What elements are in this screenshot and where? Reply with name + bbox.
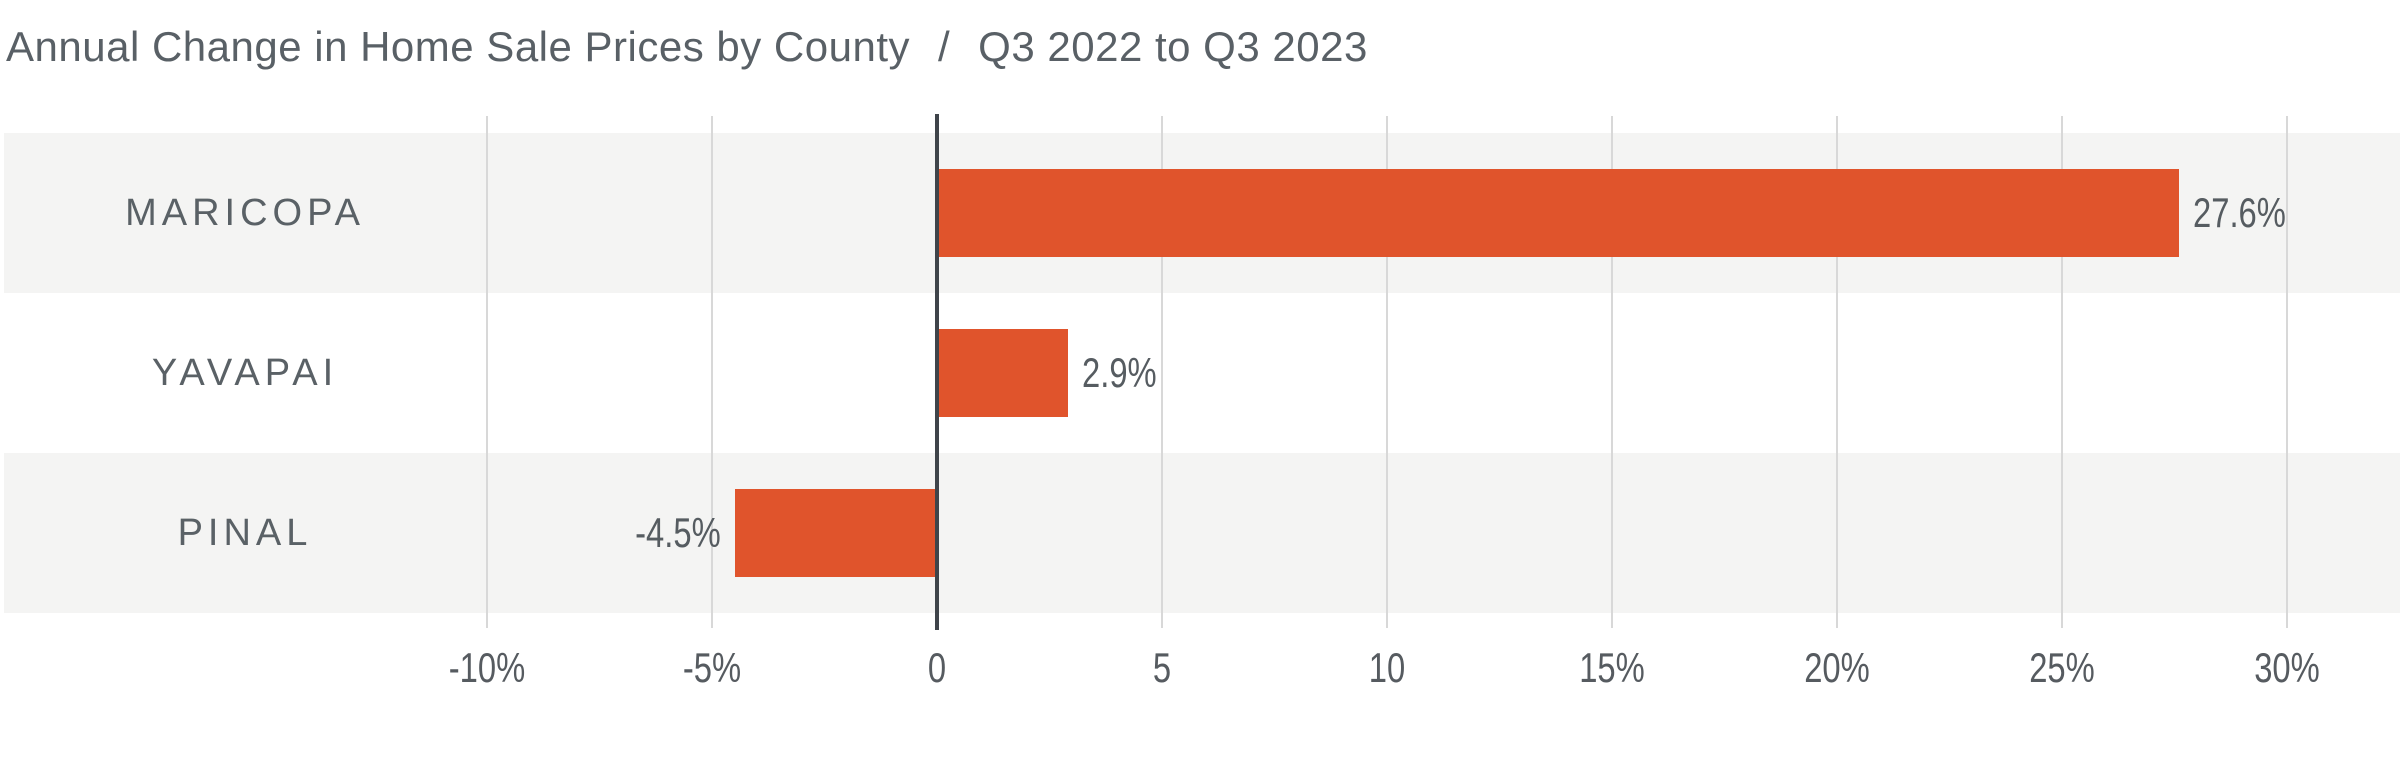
- x-tick-label-text: 25%: [2029, 644, 2095, 691]
- value-label-pinal: -4.5%: [421, 507, 721, 559]
- x-tick-label-30: 30%: [2245, 645, 2329, 691]
- x-tick-label-15: 15%: [1570, 645, 1654, 691]
- gridline-25: [2061, 116, 2063, 628]
- chart-title: Annual Change in Home Sale Prices by Cou…: [6, 24, 1368, 70]
- category-label-yavapai: YAVAPAI: [151, 352, 339, 394]
- gridline-10: [1386, 116, 1388, 628]
- chart-title-separator: /: [938, 23, 951, 70]
- bar-pinal: [734, 489, 937, 577]
- zero-axis-line: [935, 114, 939, 630]
- x-tick-label--10: -10%: [438, 645, 536, 691]
- x-tick-label-text: -5%: [682, 644, 742, 691]
- value-label-text: 2.9%: [1081, 349, 1157, 396]
- row-band-pinal: [4, 453, 2400, 613]
- x-tick-label-text: 30%: [2254, 644, 2320, 691]
- gridline--10: [486, 116, 488, 628]
- x-tick-label-0: 0: [925, 645, 948, 691]
- x-tick-label-text: 5: [1152, 644, 1172, 691]
- x-tick-label-text: 0: [927, 644, 947, 691]
- x-tick-label-25: 25%: [2020, 645, 2104, 691]
- gridline-30: [2286, 116, 2288, 628]
- category-label-maricopa: MARICOPA: [125, 192, 365, 234]
- value-label-yavapai: 2.9%: [1082, 347, 1382, 399]
- bar-yavapai: [937, 329, 1068, 417]
- x-tick-label-text: 15%: [1579, 644, 1645, 691]
- category-label-pinal: PINAL: [177, 512, 313, 554]
- value-label-text: -4.5%: [634, 509, 721, 556]
- x-tick-label-10: 10: [1364, 645, 1411, 691]
- value-label-maricopa: 27.6%: [2193, 187, 2400, 239]
- x-tick-label-5: 5: [1150, 645, 1173, 691]
- value-label-text: 27.6%: [2193, 189, 2286, 236]
- bar-maricopa: [937, 169, 2179, 257]
- x-tick-label--5: -5%: [675, 645, 750, 691]
- x-tick-label-text: 10: [1368, 644, 1406, 691]
- x-tick-label-text: 20%: [1804, 644, 1870, 691]
- chart-title-main: Annual Change in Home Sale Prices by Cou…: [6, 23, 910, 70]
- x-tick-label-20: 20%: [1795, 645, 1879, 691]
- gridline-15: [1611, 116, 1613, 628]
- gridline--5: [711, 116, 713, 628]
- gridline-5: [1161, 116, 1163, 628]
- chart-title-period: Q3 2022 to Q3 2023: [978, 23, 1368, 70]
- x-tick-label-text: -10%: [448, 644, 526, 691]
- gridline-20: [1836, 116, 1838, 628]
